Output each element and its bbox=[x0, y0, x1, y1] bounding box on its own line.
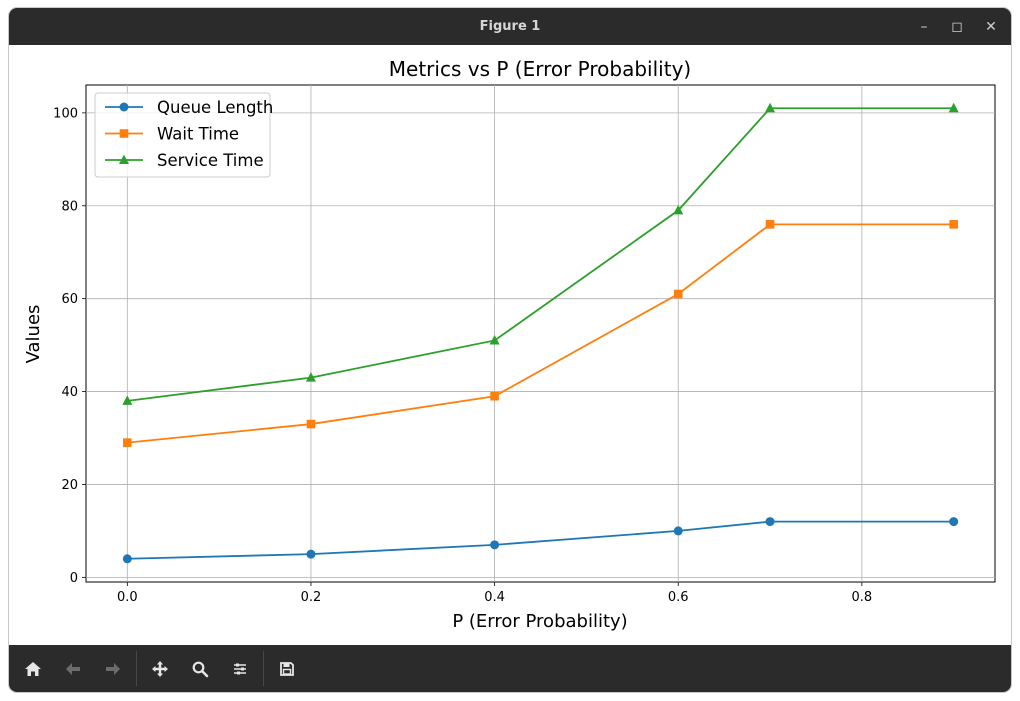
window-title: Figure 1 bbox=[479, 19, 541, 34]
navigation-toolbar bbox=[9, 645, 1011, 692]
data-point bbox=[490, 391, 499, 401]
legend-label: Service Time bbox=[157, 151, 264, 170]
data-point bbox=[122, 554, 132, 564]
data-point bbox=[306, 549, 316, 559]
data-point bbox=[949, 517, 959, 527]
data-point bbox=[123, 438, 132, 447]
data-point bbox=[765, 220, 775, 229]
y-tick-label: 80 bbox=[61, 199, 78, 214]
data-point bbox=[765, 517, 775, 527]
y-tick-label: 60 bbox=[61, 292, 78, 307]
pan-move-icon[interactable] bbox=[147, 656, 173, 682]
forward-arrow-icon[interactable] bbox=[100, 656, 126, 682]
legend-marker bbox=[119, 102, 129, 112]
series-line bbox=[127, 520, 954, 560]
series-service-time bbox=[122, 102, 959, 405]
x-tick-label: 0.4 bbox=[484, 590, 505, 605]
data-point bbox=[673, 204, 684, 215]
line-chart: 0.0 0.2 0.4 0.6 0.8 0 20 40 60 80 100 Metrics vs P… bbox=[23, 57, 996, 632]
x-tick-label: 0.0 bbox=[117, 590, 138, 605]
data-point bbox=[948, 102, 959, 113]
legend-marker bbox=[119, 154, 129, 164]
y-tick-label: 100 bbox=[53, 106, 78, 121]
data-point bbox=[489, 334, 500, 345]
data-point bbox=[490, 540, 500, 550]
plot-canvas[interactable]: 0.0 0.2 0.4 0.6 0.8 0 20 40 60 80 100 Metrics vs P… bbox=[9, 45, 1011, 645]
x-tick-label: 0.6 bbox=[668, 590, 689, 605]
figure-window: Figure 1 – ◻ ✕ 0.0 0.2 0.4 0.6 0.8 0 20 40 60 80 1… bbox=[9, 8, 1011, 692]
data-point bbox=[765, 102, 776, 113]
y-tick-label: 40 bbox=[61, 385, 78, 400]
back-arrow-icon[interactable] bbox=[60, 656, 86, 682]
legend-box bbox=[94, 92, 271, 178]
y-tick-label: 0 bbox=[70, 571, 78, 586]
x-axis-label: P (Error Probability) bbox=[452, 611, 627, 632]
title-bar: Figure 1 – ◻ ✕ bbox=[9, 8, 1011, 45]
home-icon[interactable] bbox=[20, 656, 46, 682]
data-point bbox=[122, 395, 133, 405]
zoom-magnifier-icon[interactable] bbox=[187, 656, 213, 682]
series-queue-length bbox=[122, 517, 959, 564]
close-icon[interactable]: ✕ bbox=[985, 19, 997, 35]
data-point bbox=[306, 419, 316, 429]
legend-label: Queue Length bbox=[157, 98, 273, 117]
y-tick-label: 20 bbox=[61, 478, 78, 493]
data-point bbox=[673, 289, 683, 299]
chart-title: Metrics vs P (Error Probability) bbox=[389, 57, 691, 81]
data-point bbox=[673, 526, 683, 536]
y-axis-label: Values bbox=[23, 305, 44, 364]
legend-label: Wait Time bbox=[157, 125, 239, 144]
configure-subplots-icon[interactable] bbox=[227, 656, 253, 682]
maximize-icon[interactable]: ◻ bbox=[951, 19, 963, 35]
x-tick-label: 0.2 bbox=[301, 590, 322, 605]
series-wait-time bbox=[123, 220, 958, 447]
save-disk-icon[interactable] bbox=[274, 656, 300, 682]
toolbar-separator bbox=[263, 651, 264, 686]
toolbar-separator bbox=[136, 651, 137, 686]
legend: Queue Length Wait Time Service Time bbox=[94, 92, 273, 178]
minimize-icon[interactable]: – bbox=[920, 19, 928, 35]
data-point bbox=[949, 220, 958, 229]
series-line bbox=[127, 107, 954, 402]
series-line bbox=[127, 223, 954, 444]
legend-marker bbox=[119, 129, 129, 138]
data-point bbox=[305, 372, 316, 382]
x-tick-label: 0.8 bbox=[852, 590, 873, 605]
